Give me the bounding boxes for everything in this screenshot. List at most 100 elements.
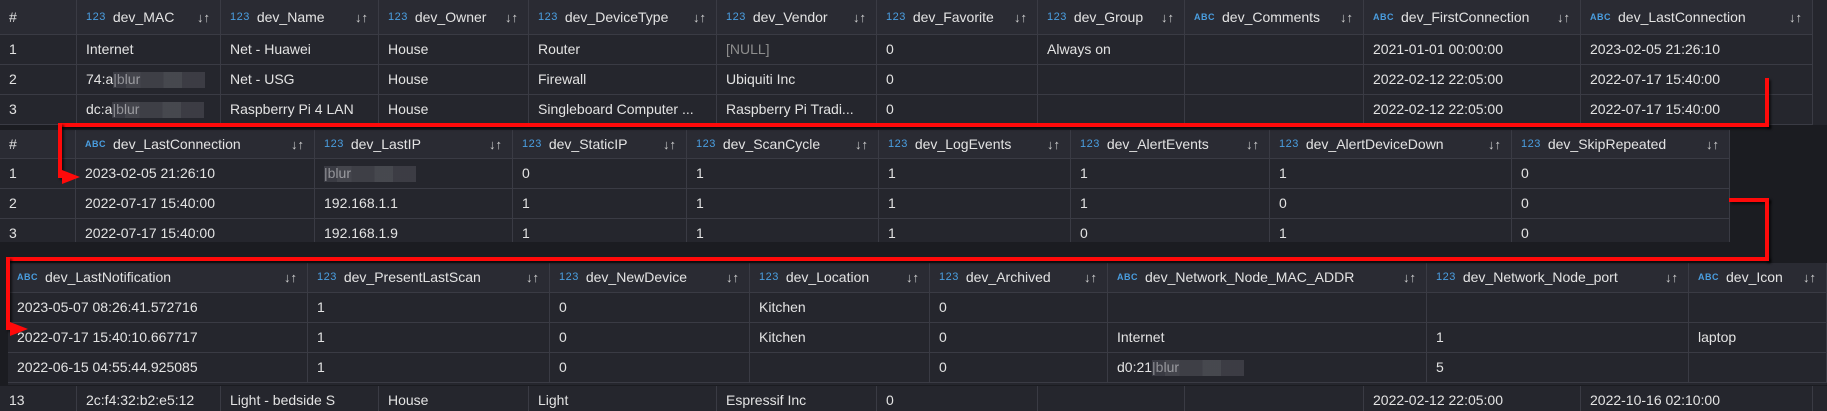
table-cell[interactable]: 2022-02-12 22:05:00: [1364, 386, 1581, 411]
table-cell[interactable]: Net - Huawei: [221, 35, 379, 64]
table-cell[interactable]: Ubiquiti Inc: [717, 65, 877, 94]
table-cell[interactable]: 1: [687, 159, 879, 188]
table-cell[interactable]: laptop: [1689, 323, 1827, 352]
table-cell[interactable]: [1185, 35, 1364, 64]
table-row[interactable]: 2022-07-17 15:40:10.667717 1 0 Kitchen 0 Inte…: [8, 323, 1827, 353]
sort-icon[interactable]: ↓↑: [1403, 270, 1416, 285]
table-cell[interactable]: 5: [1427, 353, 1689, 382]
sort-icon[interactable]: ↓↑: [489, 136, 502, 152]
table-row[interactable]: 2022-06-15 04:55:44.925085 1 0 0 d0:21|blur 5: [8, 353, 1827, 383]
table-cell[interactable]: dc:a|blur: [77, 95, 221, 124]
column-header-dev-archived[interactable]: 123 dev_Archived ↓↑: [930, 263, 1108, 292]
table-cell[interactable]: 192.168.1.9: [315, 219, 513, 242]
column-header-dev-network-node-port[interactable]: 123 dev_Network_Node_port ↓↑: [1427, 263, 1689, 292]
table-row[interactable]: 3 2022-07-17 15:40:00 192.168.1.9 1 1 1 0 1 0: [0, 219, 1730, 242]
column-header-dev-firstconnection[interactable]: ABC dev_FirstConnection ↓↑: [1364, 0, 1581, 34]
sort-icon[interactable]: ↓↑: [355, 9, 368, 25]
table-row[interactable]: 1 2023-02-05 21:26:10 |blur 0 1 1 1 1 0: [0, 159, 1730, 189]
table-cell[interactable]: 0: [550, 353, 750, 382]
table-cell[interactable]: 2023-02-05 21:26:10: [76, 159, 315, 188]
table-cell[interactable]: 0: [1512, 159, 1730, 188]
sort-icon[interactable]: ↓↑: [726, 270, 739, 285]
column-header-dev-lastip[interactable]: 123 dev_LastIP ↓↑: [315, 130, 513, 158]
table-cell[interactable]: Singleboard Computer ...: [529, 95, 717, 124]
sort-icon[interactable]: ↓↑: [1789, 9, 1802, 25]
column-header-dev-lastconnection[interactable]: ABC dev_LastConnection ↓↑: [76, 130, 315, 158]
table-cell[interactable]: |blur: [315, 159, 513, 188]
column-header-dev-comments[interactable]: ABC dev_Comments ↓↑: [1185, 0, 1364, 34]
column-header-dev-name[interactable]: 123 dev_Name ↓↑: [221, 0, 379, 34]
table-cell[interactable]: 1: [1427, 323, 1689, 352]
table-cell[interactable]: 2022-10-16 02:10:00: [1581, 386, 1813, 411]
table-cell[interactable]: 2022-07-17 15:40:00: [1581, 65, 1813, 94]
table-cell[interactable]: [1689, 353, 1827, 382]
table-cell[interactable]: 2022-07-17 15:40:00: [76, 219, 315, 242]
table-cell[interactable]: 0: [877, 386, 1038, 411]
sort-icon[interactable]: ↓↑: [284, 270, 297, 285]
table-row[interactable]: 2 2022-07-17 15:40:00 192.168.1.1 1 1 1 1 0 0: [0, 189, 1730, 219]
column-header-dev-presentlastscan[interactable]: 123 dev_PresentLastScan ↓↑: [308, 263, 550, 292]
table-cell[interactable]: 2022-07-17 15:40:00: [76, 189, 315, 218]
column-header-dev-logevents[interactable]: 123 dev_LogEvents ↓↑: [879, 130, 1071, 158]
column-header-dev-skiprepeated[interactable]: 123 dev_SkipRepeated ↓↑: [1512, 130, 1730, 158]
table-cell[interactable]: [1038, 386, 1185, 411]
column-header-dev-alertevents[interactable]: 123 dev_AlertEvents ↓↑: [1071, 130, 1270, 158]
table-cell[interactable]: 1: [1071, 159, 1270, 188]
table-cell[interactable]: 0: [877, 65, 1038, 94]
table-cell[interactable]: 1: [879, 189, 1071, 218]
table-cell[interactable]: Kitchen: [750, 293, 930, 322]
column-header-dev-owner[interactable]: 123 dev_Owner ↓↑: [379, 0, 529, 34]
column-header-dev-mac[interactable]: 123 dev_MAC ↓↑: [77, 0, 221, 34]
sort-icon[interactable]: ↓↑: [1246, 136, 1259, 152]
table-cell[interactable]: 0: [1071, 219, 1270, 242]
column-header-dev-newdevice[interactable]: 123 dev_NewDevice ↓↑: [550, 263, 750, 292]
table-cell[interactable]: Raspberry Pi 4 LAN: [221, 95, 379, 124]
table-cell[interactable]: 1: [513, 219, 687, 242]
sort-icon[interactable]: ↓↑: [906, 270, 919, 285]
table-cell[interactable]: Internet: [77, 35, 221, 64]
table-cell[interactable]: Router: [529, 35, 717, 64]
column-header-dev-devicetype[interactable]: 123 dev_DeviceType ↓↑: [529, 0, 717, 34]
table-cell[interactable]: [1185, 95, 1364, 124]
table-cell[interactable]: [1038, 95, 1185, 124]
table-cell[interactable]: House: [379, 35, 529, 64]
column-header-dev-alertdevicedown[interactable]: 123 dev_AlertDeviceDown ↓↑: [1270, 130, 1512, 158]
table-cell[interactable]: House: [379, 95, 529, 124]
table-cell[interactable]: 1: [308, 293, 550, 322]
table-row[interactable]: 2023-05-07 08:26:41.572716 1 0 Kitchen 0: [8, 293, 1827, 323]
sort-icon[interactable]: ↓↑: [505, 9, 518, 25]
table-cell[interactable]: 0: [930, 293, 1108, 322]
column-header-[interactable]: #: [0, 130, 76, 158]
table-cell[interactable]: 0: [930, 323, 1108, 352]
column-header-dev-group[interactable]: 123 dev_Group ↓↑: [1038, 0, 1185, 34]
table-cell[interactable]: 1: [1270, 159, 1512, 188]
table-cell[interactable]: 1: [308, 323, 550, 352]
table-cell[interactable]: 0: [513, 159, 687, 188]
table-cell[interactable]: 74:a|blur: [77, 65, 221, 94]
table-cell[interactable]: 1: [308, 353, 550, 382]
sort-icon[interactable]: ↓↑: [291, 136, 304, 152]
table-cell[interactable]: 2023-05-07 08:26:41.572716: [8, 293, 308, 322]
sort-icon[interactable]: ↓↑: [526, 270, 539, 285]
table-cell[interactable]: Light - bedside S: [221, 386, 379, 411]
table-cell[interactable]: Net - USG: [221, 65, 379, 94]
sort-icon[interactable]: ↓↑: [1488, 136, 1501, 152]
table-cell[interactable]: 2021-01-01 00:00:00: [1364, 35, 1581, 64]
table-cell[interactable]: [1038, 65, 1185, 94]
sort-icon[interactable]: ↓↑: [693, 9, 706, 25]
table-cell[interactable]: 2022-06-15 04:55:44.925085: [8, 353, 308, 382]
sort-icon[interactable]: ↓↑: [853, 9, 866, 25]
table-cell[interactable]: [1108, 293, 1427, 322]
table-cell[interactable]: 0: [1270, 189, 1512, 218]
table-cell[interactable]: 1: [1071, 189, 1270, 218]
sort-icon[interactable]: ↓↑: [1161, 9, 1174, 25]
table-row[interactable]: 1 Internet Net - Huawei House Router [NULL] 0 A…: [0, 35, 1813, 65]
table-cell[interactable]: Internet: [1108, 323, 1427, 352]
table-cell[interactable]: 1: [513, 189, 687, 218]
table-cell[interactable]: 1: [1270, 219, 1512, 242]
column-header-dev-vendor[interactable]: 123 dev_Vendor ↓↑: [717, 0, 877, 34]
table-cell[interactable]: 1: [879, 219, 1071, 242]
table-cell[interactable]: [1427, 293, 1689, 322]
column-header-dev-lastconnection[interactable]: ABC dev_LastConnection ↓↑: [1581, 0, 1813, 34]
table-cell[interactable]: 2022-02-12 22:05:00: [1364, 95, 1581, 124]
